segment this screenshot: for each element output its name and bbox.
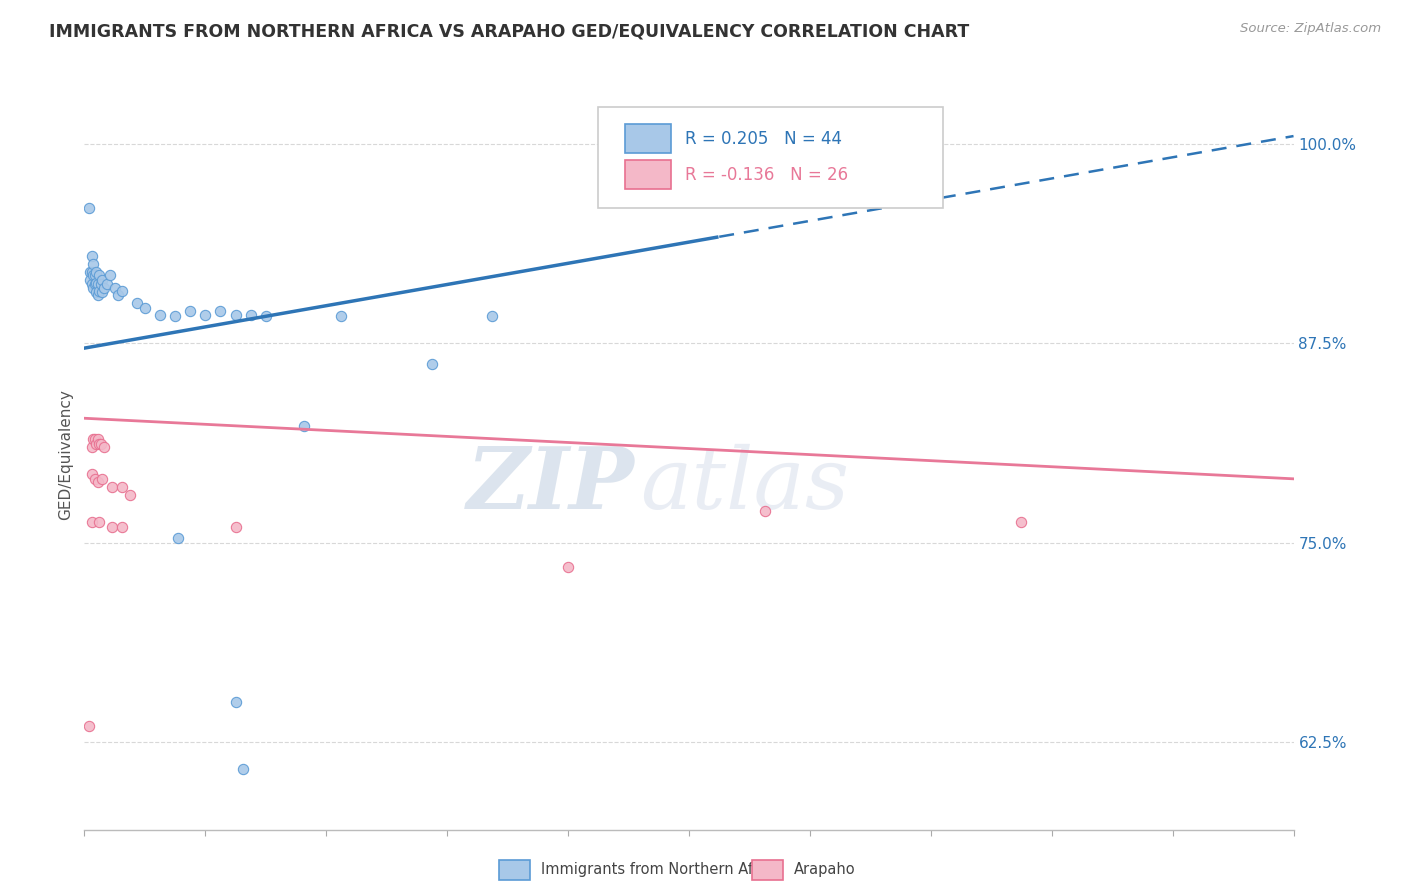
Point xyxy=(179,304,201,318)
Point xyxy=(100,519,122,533)
Point xyxy=(167,531,190,545)
Point xyxy=(87,432,110,446)
Point xyxy=(84,277,107,292)
Point xyxy=(93,280,115,294)
Point xyxy=(80,467,103,481)
Point xyxy=(84,472,107,486)
Point xyxy=(82,432,104,446)
Y-axis label: GED/Equivalency: GED/Equivalency xyxy=(58,390,73,520)
Point xyxy=(1011,515,1033,529)
Point xyxy=(82,257,104,271)
Point xyxy=(100,480,122,494)
Point xyxy=(79,272,101,286)
Point xyxy=(292,419,315,434)
Point xyxy=(89,436,111,450)
Point xyxy=(77,201,100,215)
Point xyxy=(91,472,114,486)
Point xyxy=(254,310,277,324)
Point xyxy=(754,504,776,518)
Point xyxy=(557,559,579,574)
Point xyxy=(80,264,103,278)
Point xyxy=(96,277,118,292)
Text: IMMIGRANTS FROM NORTHERN AFRICA VS ARAPAHO GED/EQUIVALENCY CORRELATION CHART: IMMIGRANTS FROM NORTHERN AFRICA VS ARAPA… xyxy=(49,22,970,40)
Point xyxy=(194,308,217,322)
Point xyxy=(86,436,108,450)
Text: Arapaho: Arapaho xyxy=(794,863,856,877)
Bar xyxy=(624,125,671,153)
Point xyxy=(80,249,103,263)
Point xyxy=(225,695,247,709)
Point xyxy=(225,519,247,533)
FancyBboxPatch shape xyxy=(599,106,943,208)
Point xyxy=(86,264,108,278)
Bar xyxy=(624,161,671,189)
Point xyxy=(209,304,232,318)
Text: ZIP: ZIP xyxy=(467,443,634,526)
Text: Immigrants from Northern Africa: Immigrants from Northern Africa xyxy=(541,863,780,877)
Text: R = -0.136   N = 26: R = -0.136 N = 26 xyxy=(685,166,848,184)
Point xyxy=(90,436,112,450)
Point xyxy=(84,268,107,282)
Point xyxy=(80,515,103,529)
Point xyxy=(118,488,141,502)
Point xyxy=(87,288,110,302)
Point xyxy=(86,276,108,290)
Point xyxy=(91,272,114,286)
Point xyxy=(225,308,247,322)
Text: atlas: atlas xyxy=(641,443,849,526)
Point xyxy=(87,277,110,292)
Point xyxy=(165,310,187,324)
Point xyxy=(127,296,149,310)
Point xyxy=(90,277,112,292)
Text: R = 0.205   N = 44: R = 0.205 N = 44 xyxy=(685,129,842,148)
Point xyxy=(82,268,104,282)
Point xyxy=(111,480,134,494)
Point xyxy=(77,719,100,733)
Point xyxy=(111,284,134,298)
Point xyxy=(239,308,262,322)
Point xyxy=(87,475,110,489)
Point xyxy=(111,519,134,533)
Text: Source: ZipAtlas.com: Source: ZipAtlas.com xyxy=(1240,22,1381,36)
Point xyxy=(91,285,114,300)
Point xyxy=(330,310,353,324)
Point xyxy=(86,285,108,300)
Point xyxy=(481,310,503,324)
Point xyxy=(89,268,111,282)
Point xyxy=(80,440,103,454)
Point xyxy=(82,280,104,294)
Point xyxy=(149,308,172,322)
Point xyxy=(104,280,127,294)
Point xyxy=(79,264,101,278)
Point xyxy=(107,288,129,302)
Point xyxy=(134,301,156,316)
Point xyxy=(98,268,121,282)
Point xyxy=(232,762,254,776)
Point xyxy=(89,284,111,298)
Point xyxy=(80,277,103,292)
Point xyxy=(93,440,115,454)
Point xyxy=(84,432,107,446)
Point xyxy=(89,515,111,529)
Point xyxy=(420,357,443,371)
